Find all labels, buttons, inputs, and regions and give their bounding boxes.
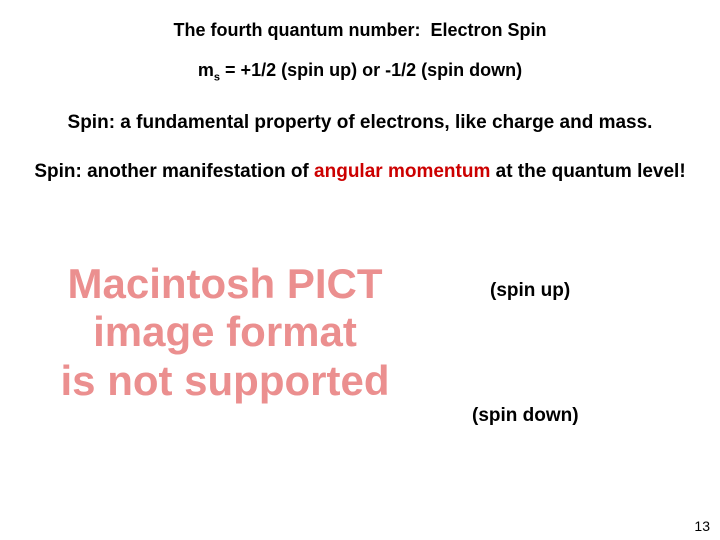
title-prefix: The fourth quantum number: — [174, 20, 431, 40]
missing-image-placeholder: Macintosh PICT image format is not suppo… — [10, 260, 440, 405]
missing-image-line2: image format — [10, 308, 440, 356]
page-number: 13 — [694, 518, 710, 534]
missing-image-line1: Macintosh PICT — [10, 260, 440, 308]
ms-m: m — [198, 60, 214, 80]
body-line-2a: Spin: another manifestation of — [34, 161, 314, 182]
missing-image-line3: is not supported — [10, 357, 440, 405]
ms-rest: = +1/2 (spin up) or -1/2 (spin down) — [220, 60, 522, 80]
spin-up-label: (spin up) — [490, 280, 570, 302]
body-line-2: Spin: another manifestation of angular m… — [0, 160, 720, 184]
slide: The fourth quantum number: Electron Spin… — [0, 0, 720, 540]
body-line-1: Spin: a fundamental property of electron… — [0, 112, 720, 134]
slide-title: The fourth quantum number: Electron Spin — [0, 20, 720, 41]
body-line-2b: at the quantum level! — [490, 161, 685, 182]
angular-momentum-text: angular momentum — [314, 161, 490, 182]
ms-equation: ms = +1/2 (spin up) or -1/2 (spin down) — [0, 60, 720, 84]
title-emphasis: Electron Spin — [430, 20, 546, 40]
spin-down-label: (spin down) — [472, 405, 579, 427]
